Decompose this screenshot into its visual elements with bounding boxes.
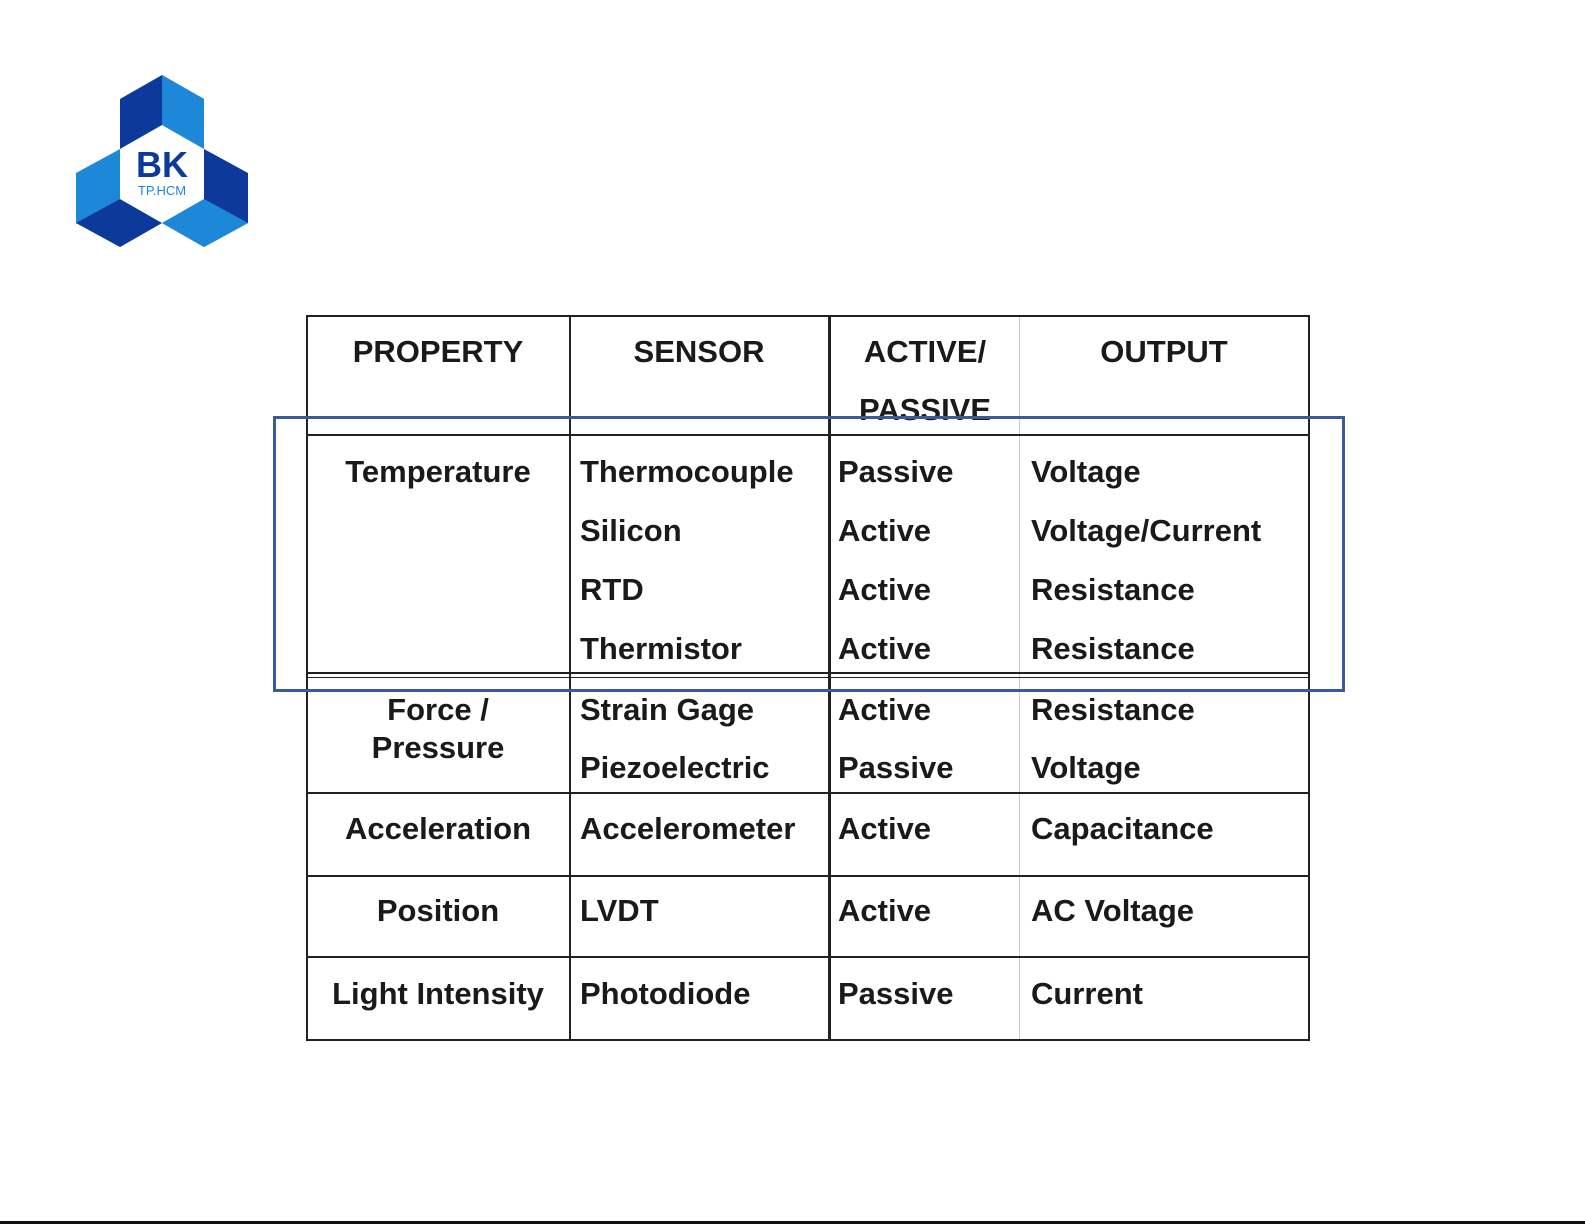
type-cell: Active [838,893,932,928]
header-active: ACTIVE/ [863,334,987,369]
property-cell-line2: Pressure [371,730,505,765]
type-cell: Passive [838,750,954,785]
output-cell: AC Voltage [1031,893,1195,928]
type-cell: Active [838,811,932,846]
bk-logo: BK TP.HCM [76,75,248,247]
sensor-cell: Accelerometer [580,811,796,846]
header-passive: PASSIVE [858,392,992,427]
property-cell: Position [376,893,500,928]
property-cell: Light Intensity [332,976,544,1011]
bottom-divider [0,1221,1585,1224]
output-cell: Resistance [1031,572,1195,607]
output-cell: Capacitance [1031,811,1214,846]
type-cell: Active [838,692,932,727]
property-cell: Temperature [345,454,531,489]
header-property: PROPERTY [352,334,524,369]
highlight-box [273,416,1345,692]
type-cell: Passive [838,976,954,1011]
svg-text:BK: BK [136,144,188,185]
type-cell: Active [838,513,932,548]
output-cell: Resistance [1031,692,1195,727]
property-cell: Force / [387,692,489,727]
sensor-cell: LVDT [580,893,659,928]
type-cell: Active [838,631,932,666]
output-cell: Voltage [1031,454,1141,489]
type-cell: Active [838,572,932,607]
sensor-cell: Thermocouple [580,454,794,489]
sensor-cell: Photodiode [580,976,751,1011]
header-output: OUTPUT [1100,334,1228,369]
sensor-cell: Thermistor [580,631,742,666]
property-cell: Acceleration [344,811,532,846]
output-cell: Voltage [1031,750,1141,785]
sensor-cell: Piezoelectric [580,750,770,785]
output-cell: Current [1031,976,1143,1011]
output-cell: Resistance [1031,631,1195,666]
output-cell: Voltage/Current [1031,513,1262,548]
type-cell: Passive [838,454,954,489]
sensor-cell: Silicon [580,513,682,548]
header-sensor: SENSOR [633,334,765,369]
sensor-cell: RTD [580,572,644,607]
sensor-cell: Strain Gage [580,692,754,727]
svg-text:TP.HCM: TP.HCM [138,183,186,198]
